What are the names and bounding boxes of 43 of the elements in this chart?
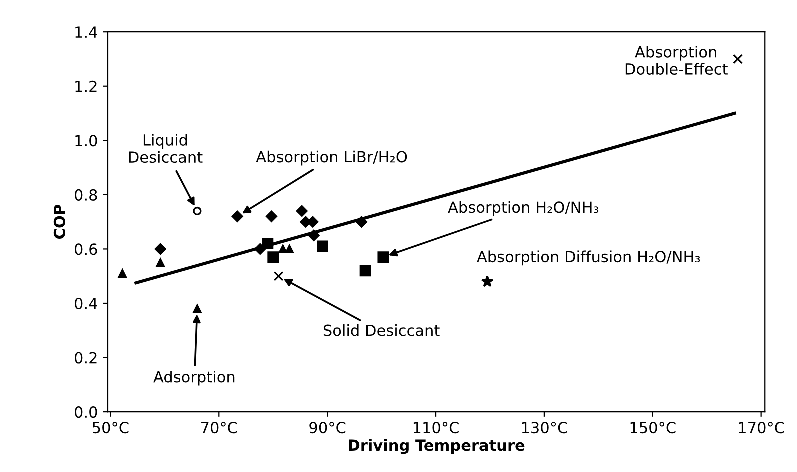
point bbox=[308, 230, 320, 242]
y-tick-label: 0.6 bbox=[74, 244, 98, 256]
point bbox=[317, 240, 328, 252]
y-tick-label: 0.8 bbox=[74, 189, 98, 201]
point bbox=[733, 54, 744, 64]
point bbox=[356, 216, 368, 228]
x-tick-label: 170°C bbox=[739, 422, 784, 434]
annotation: Absorption LiBr/H₂O bbox=[256, 150, 408, 166]
point bbox=[278, 244, 288, 254]
point bbox=[193, 206, 202, 216]
point bbox=[193, 304, 202, 314]
point bbox=[268, 252, 280, 264]
x-tick-label: 130°C bbox=[522, 422, 568, 434]
point bbox=[156, 258, 165, 268]
point bbox=[154, 243, 166, 255]
point bbox=[481, 275, 494, 288]
point bbox=[118, 269, 127, 278]
point bbox=[378, 252, 390, 264]
x-tick-label: 110°C bbox=[414, 422, 459, 434]
annotation: Absorption H₂O/NH₃ bbox=[448, 201, 599, 216]
point bbox=[360, 265, 372, 277]
x-tick-label: 90°C bbox=[310, 422, 346, 434]
x-tick-label: 50°C bbox=[93, 422, 129, 434]
point bbox=[285, 244, 294, 254]
x-tick-label: 150°C bbox=[630, 422, 676, 434]
y-tick-label: 1.2 bbox=[76, 80, 97, 92]
annotation: Absorption Double-Effect bbox=[626, 46, 728, 75]
point bbox=[232, 210, 244, 222]
y-axis-title: COP bbox=[54, 205, 66, 240]
point bbox=[262, 238, 274, 250]
annotation: Adsorption bbox=[154, 370, 235, 386]
point bbox=[266, 210, 278, 222]
annotation: Solid Desiccant bbox=[324, 324, 440, 336]
y-tick-label: 0.2 bbox=[74, 352, 97, 364]
annotation: Liquid Desiccant bbox=[129, 134, 203, 164]
y-tick-label: 1.0 bbox=[76, 135, 98, 147]
annotation: Absorption Diffusion H₂O/NH₃ bbox=[477, 250, 700, 266]
x-axis-title: Driving Temperature bbox=[349, 439, 525, 454]
y-tick-label: 1.4 bbox=[76, 26, 98, 38]
y-tick-label: 0.0 bbox=[74, 406, 98, 418]
x-tick-label: 70°C bbox=[202, 422, 238, 434]
point bbox=[296, 205, 308, 217]
y-tick-label: 0.4 bbox=[74, 298, 98, 310]
